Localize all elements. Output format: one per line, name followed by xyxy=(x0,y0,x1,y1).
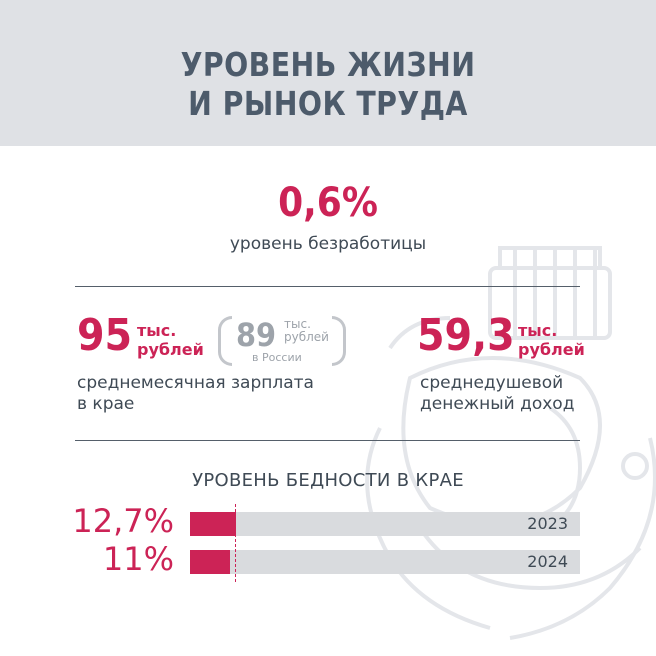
reference-dash-line xyxy=(235,504,236,582)
bar-fill-2024 xyxy=(190,550,230,574)
salary-unit: тыс. рублей xyxy=(137,321,204,359)
divider-top xyxy=(75,286,580,287)
bar-track-2024: 2024 xyxy=(190,550,580,574)
page-title-line2: И РЫНОК ТРУДА xyxy=(188,84,468,123)
russia-salary-value: 89 xyxy=(236,316,277,354)
salary-caption-line1: среднемесячная зарплата xyxy=(77,373,314,393)
salary-value: 95 xyxy=(77,310,133,361)
income-caption-line1: среднедушевой xyxy=(420,373,564,393)
salary-unit-line1: тыс. xyxy=(137,321,177,340)
bar-value-label-2023: 12,7% xyxy=(72,502,174,540)
income-caption-line2: денежный доход xyxy=(420,394,575,414)
russia-unit-line2: рублей xyxy=(284,330,329,344)
income-unit: тыс. рублей xyxy=(518,321,585,359)
bar-year-label-2023: 2023 xyxy=(527,514,568,533)
income-value: 59,3 xyxy=(417,310,515,361)
divider-bottom xyxy=(75,440,580,441)
bracket-right xyxy=(332,316,346,366)
salary-caption: среднемесячная зарплата в крае xyxy=(77,373,314,415)
bar-value-label-2024: 11% xyxy=(102,540,174,578)
salary-unit-line2: рублей xyxy=(137,340,204,359)
bracket-left xyxy=(218,316,232,366)
bar-fill-2023 xyxy=(190,512,236,536)
page-title-line1: УРОВЕНЬ ЖИЗНИ xyxy=(180,45,476,84)
unemployment-value: 0,6% xyxy=(278,180,378,226)
russia-unit-line1: тыс. xyxy=(284,317,311,331)
income-caption: среднедушевой денежный доход xyxy=(420,373,574,415)
bar-track-2023: 2023 xyxy=(190,512,580,536)
unemployment-label: уровень безработицы xyxy=(229,234,427,254)
chart-title: УРОВЕНЬ БЕДНОСТИ В КРАЕ xyxy=(192,470,464,491)
russia-salary-unit: тыс. рублей xyxy=(284,318,329,344)
income-unit-line1: тыс. xyxy=(518,321,558,340)
bar-year-label-2024: 2024 xyxy=(527,552,568,571)
russia-label: в России xyxy=(252,351,302,364)
salary-caption-line2: в крае xyxy=(77,394,135,414)
coat-of-arms-watermark-icon xyxy=(365,246,656,640)
income-unit-line2: рублей xyxy=(518,340,585,359)
header-band: УРОВЕНЬ ЖИЗНИ И РЫНОК ТРУДА xyxy=(0,0,656,146)
